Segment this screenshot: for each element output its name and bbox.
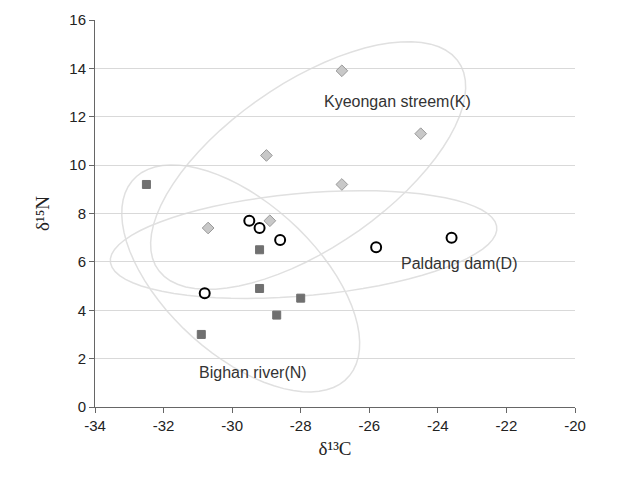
- svg-text:-20: -20: [564, 417, 586, 434]
- svg-text:δ¹³C: δ¹³C: [318, 438, 351, 459]
- svg-text:-32: -32: [153, 417, 175, 434]
- svg-text:-22: -22: [496, 417, 518, 434]
- svg-text:12: 12: [69, 108, 86, 125]
- svg-text:-30: -30: [221, 417, 243, 434]
- svg-text:10: 10: [69, 156, 86, 173]
- svg-text:6: 6: [78, 253, 86, 270]
- svg-text:16: 16: [69, 11, 86, 28]
- svg-text:Paldang dam(D): Paldang dam(D): [401, 255, 518, 272]
- svg-text:0: 0: [78, 398, 86, 415]
- svg-text:-24: -24: [427, 417, 449, 434]
- svg-text:Bighan river(N): Bighan river(N): [199, 364, 307, 381]
- svg-text:4: 4: [78, 302, 86, 319]
- svg-text:Kyeongan streem(K): Kyeongan streem(K): [324, 93, 471, 110]
- svg-text:-28: -28: [290, 417, 312, 434]
- svg-text:14: 14: [69, 60, 86, 77]
- svg-text:δ¹⁵N: δ¹⁵N: [32, 196, 53, 231]
- svg-text:2: 2: [78, 350, 86, 367]
- svg-text:-26: -26: [358, 417, 380, 434]
- svg-text:-34: -34: [84, 417, 106, 434]
- svg-text:8: 8: [78, 205, 86, 222]
